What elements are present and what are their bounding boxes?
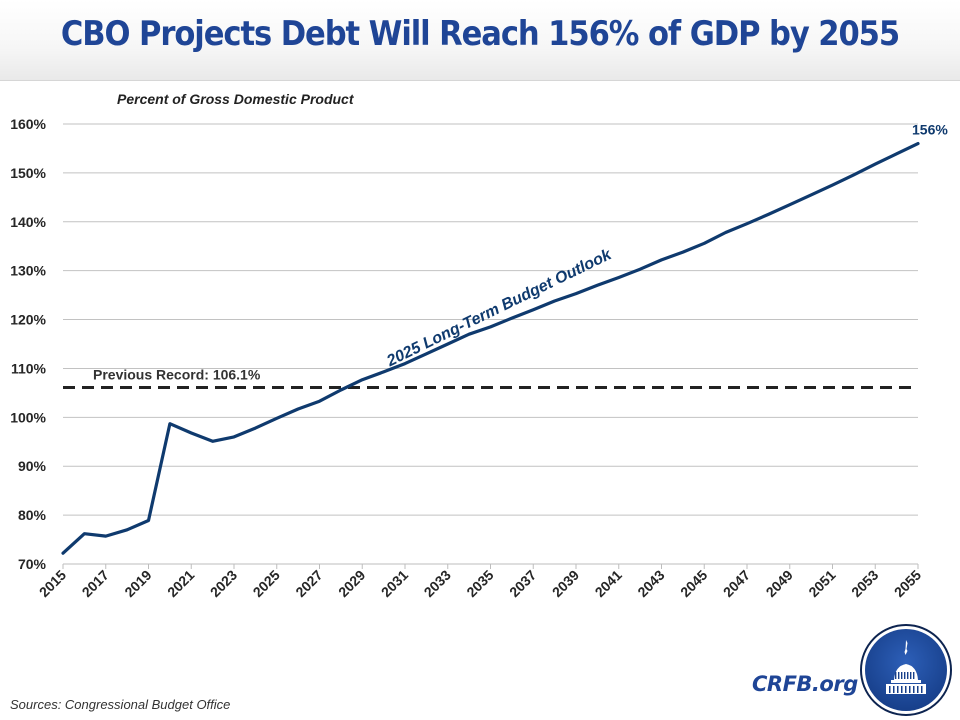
x-tick-label: 2049: [763, 567, 796, 600]
x-tick-label: 2051: [805, 567, 838, 600]
y-tick-label: 140%: [10, 214, 46, 230]
reference-line-group: Previous Record: 106.1%: [63, 367, 918, 390]
x-tick-label: 2017: [79, 567, 112, 600]
x-axis: 2015 2017 2019 2021 2023 2025 2027 2029 2031 2033…: [36, 563, 924, 600]
x-tick-label: 2037: [506, 567, 539, 600]
x-tick-label: 2031: [378, 567, 411, 600]
x-tick-label: 2035: [463, 567, 496, 600]
y-tick-label: 100%: [10, 409, 46, 425]
x-tick-label: 2041: [592, 567, 625, 600]
series-group: [61, 142, 920, 555]
x-tick-label: 2027: [292, 567, 325, 600]
x-tick-label: 2043: [634, 567, 667, 600]
x-tick-label: 2047: [720, 567, 753, 600]
y-tick-label: 110%: [11, 360, 47, 376]
x-tick-label: 2055: [891, 567, 924, 600]
y-tick-label: 120%: [10, 312, 46, 328]
x-tick-label: 2021: [164, 567, 197, 600]
end-value-label: 156%: [912, 122, 948, 138]
y-tick-label: 70%: [18, 556, 47, 572]
reference-line-label: Previous Record: 106.1%: [93, 367, 261, 383]
x-tick-label: 2025: [250, 567, 283, 600]
y-tick-label: 150%: [10, 165, 46, 181]
series-line-0: [61, 142, 920, 555]
x-tick-label: 2023: [207, 567, 240, 600]
y-tick-label: 130%: [10, 263, 46, 279]
series-annotation: 2025 Long-Term Budget Outlook: [383, 246, 615, 371]
source-note: Sources: Congressional Budget Office: [10, 697, 231, 712]
y-axis-subtitle: Percent of Gross Domestic Product: [117, 91, 355, 107]
x-tick-label: 2029: [335, 567, 368, 600]
x-tick-label: 2045: [677, 567, 710, 600]
x-tick-label: 2019: [121, 567, 154, 600]
y-axis-ticks: 70% 80% 90% 100% 110% 120% 130% 140% 150% 160%: [10, 116, 46, 572]
header-banner: CBO Projects Debt Will Reach 156% of GDP…: [0, 0, 960, 81]
gridlines: [63, 123, 918, 516]
y-tick-label: 160%: [10, 116, 46, 132]
y-tick-label: 80%: [18, 507, 47, 523]
line-chart: 70% 80% 90% 100% 110% 120% 130% 140% 150% 160% 20…: [10, 91, 948, 600]
y-tick-label: 90%: [18, 458, 47, 474]
capitol-dome-logo-icon: [860, 624, 952, 716]
chart-title: CBO Projects Debt Will Reach 156% of GDP…: [60, 14, 900, 54]
x-tick-label: 2033: [421, 567, 454, 600]
brand-link[interactable]: CRFB.org: [752, 672, 858, 696]
x-tick-label: 2039: [549, 567, 582, 600]
x-tick-label: 2053: [848, 567, 881, 600]
